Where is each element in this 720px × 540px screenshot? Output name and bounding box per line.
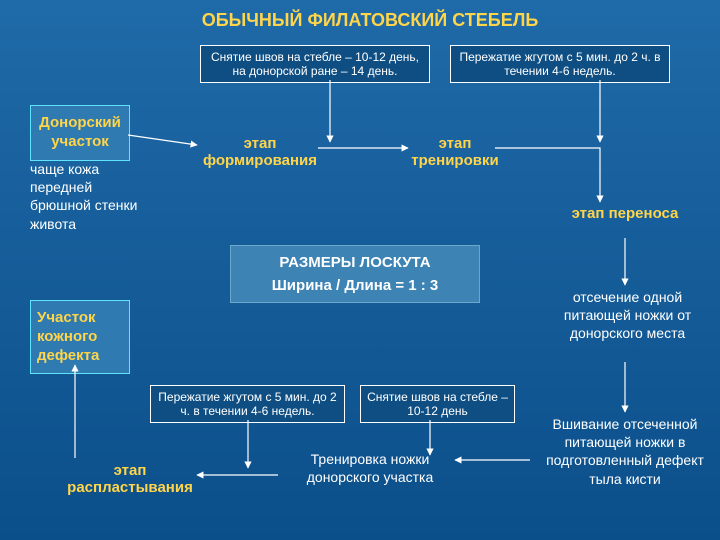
cut-pedicle-text: отсечение одной питающей ножки от донорс… — [545, 288, 710, 343]
donor-site-box: Донорский участок — [30, 105, 130, 161]
stage-transfer-label: этап переноса — [570, 205, 680, 222]
page-title: ОБЫЧНЫЙ ФИЛАТОВСКИЙ СТЕБЕЛЬ — [170, 10, 570, 31]
sew-pedicle-text: Вшивание отсеченной питающей ножки в под… — [535, 415, 715, 488]
skin-defect-box: Участок кожного дефекта — [30, 300, 130, 374]
note-tourniquet-bottom: Пережатие жгутом с 5 мин. до 2 ч. в тече… — [150, 385, 345, 423]
train-pedicle-text: Тренировка ножки донорского участка — [285, 450, 455, 486]
stage-training-label: этап тренировки — [405, 135, 505, 169]
note-suture-removal-bottom: Снятие швов на стебле – 10-12 день — [360, 385, 515, 423]
note-suture-removal-top: Снятие швов на стебле – 10-12 день, на д… — [200, 45, 430, 83]
flap-size-box: РАЗМЕРЫ ЛОСКУТА Ширина / Длина = 1 : 3 — [230, 245, 480, 303]
note-tourniquet-top: Пережатие жгутом с 5 мин. до 2 ч. в тече… — [450, 45, 670, 83]
donor-site-note: чаще кожа передней брюшной стенки живота — [30, 160, 150, 233]
flap-size-title: РАЗМЕРЫ ЛОСКУТА — [237, 254, 473, 271]
stage-formation-label: этап формирования — [195, 135, 325, 169]
flap-size-ratio: Ширина / Длина = 1 : 3 — [237, 277, 473, 294]
stage-spreading-label: этап распластывания — [55, 462, 205, 496]
